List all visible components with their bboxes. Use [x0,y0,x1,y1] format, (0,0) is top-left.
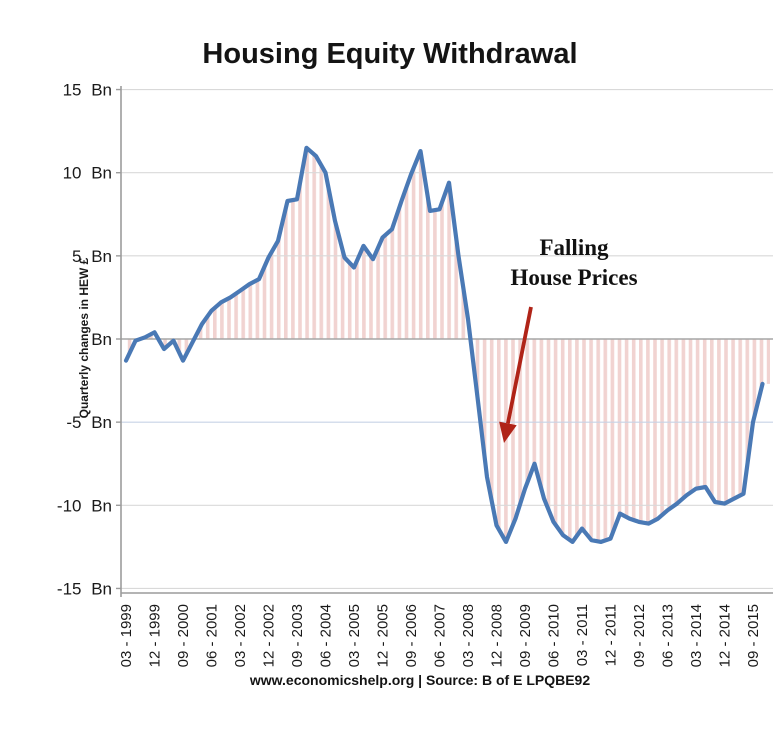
falling-prices-arrow-shaft [506,306,533,424]
x-tick-label: 06 - 2001 [204,604,221,667]
source-caption: www.economicshelp.org | Source: B of E L… [249,672,591,688]
x-tick-label: 03 - 1999 [118,604,135,667]
x-tick-label: 06 - 2013 [660,604,677,667]
falling-house-prices-annotation: Falling House Prices [459,233,689,293]
x-tick-label: 12 - 2014 [717,604,734,667]
x-tick-label: 09 - 2000 [175,604,192,667]
x-tick-label: 03 - 2002 [232,604,249,667]
x-tick-label: 03 - 2008 [460,604,477,667]
x-tick-label: 03 - 2005 [346,604,363,667]
y-tick-label: 5 Bn [72,247,112,266]
annotation-line-1: Falling [539,235,609,260]
x-tick-label: 12 - 2002 [261,604,278,667]
y-tick-label: 10 Bn [63,164,112,183]
y-tick-label: Bn [91,330,112,349]
x-tick-label: 09 - 2015 [745,604,762,667]
y-tick-label: -5 Bn [66,413,112,432]
x-tick-label: 12 - 2011 [603,604,620,666]
x-tick-label: 12 - 2005 [375,604,392,667]
x-tick-label: 06 - 2007 [432,604,449,667]
x-tick-label: 09 - 2006 [403,604,420,667]
y-tick-label: -15 Bn [57,579,112,598]
x-tick-label: 12 - 2008 [489,604,506,667]
hew-line-series [123,145,765,545]
x-tick-label: 06 - 2004 [318,604,335,667]
x-tick-label: 03 - 2011 [574,604,591,666]
x-tick-label: 06 - 2010 [546,604,563,667]
y-tick-label: -10 Bn [57,496,112,515]
annotation-line-2: House Prices [510,265,638,290]
y-tick-label: 15 Bn [63,81,112,100]
hew-area-fill [126,147,770,542]
x-tick-label: 09 - 2009 [517,604,534,667]
falling-prices-arrow-head [499,421,517,443]
x-tick-label: 03 - 2014 [688,604,705,667]
x-tick-label: 09 - 2012 [631,604,648,667]
chart-title: Housing Equity Withdrawal [202,38,578,70]
x-tick-label: 09 - 2003 [289,604,306,667]
x-tick-label: 12 - 1999 [147,604,164,667]
